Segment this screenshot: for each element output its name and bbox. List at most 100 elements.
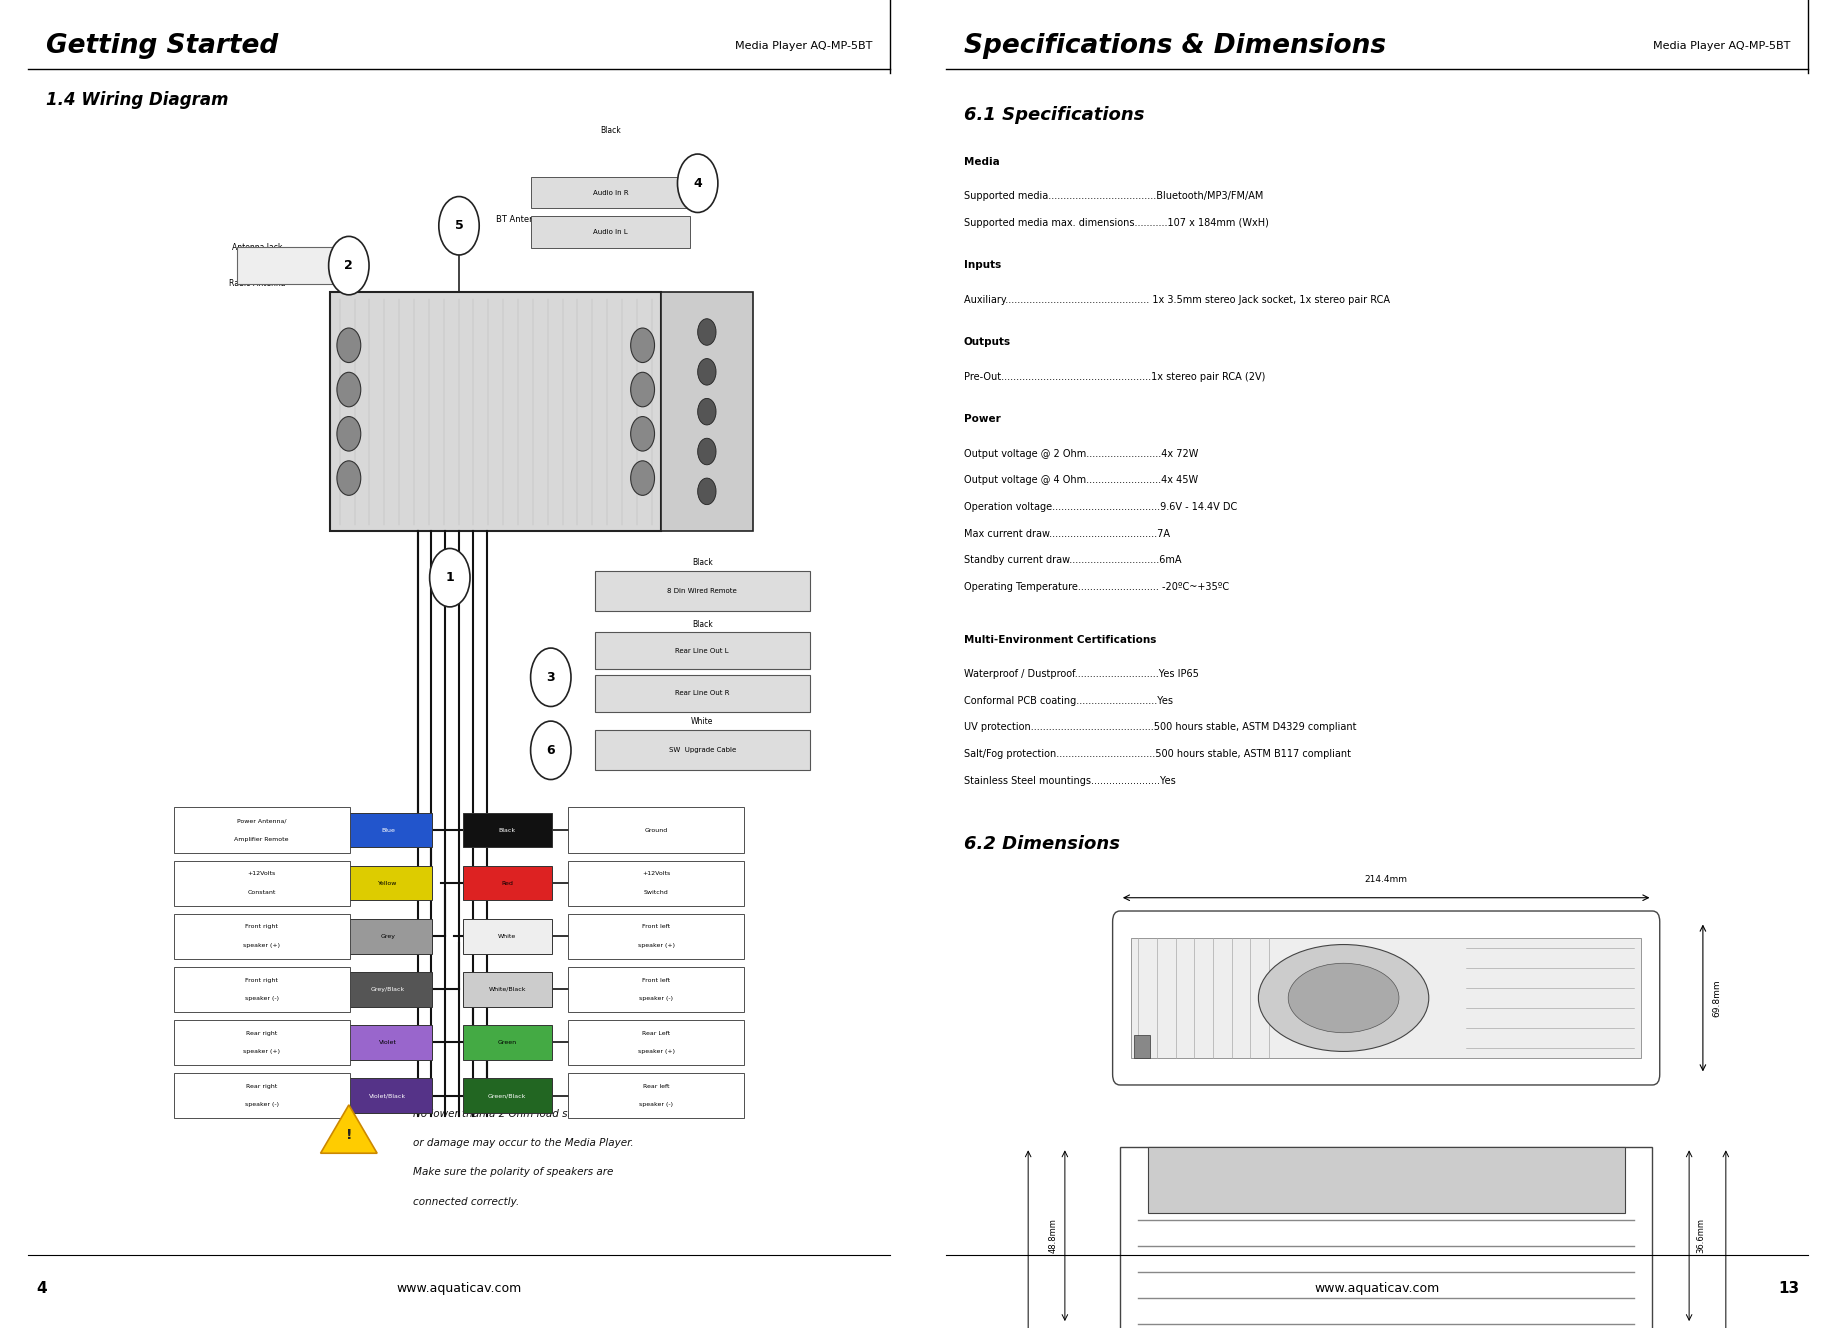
Text: Yellow: Yellow: [378, 880, 398, 886]
Text: speaker (+): speaker (+): [637, 943, 676, 948]
Text: Media: Media: [964, 157, 999, 167]
FancyBboxPatch shape: [1131, 938, 1641, 1058]
Ellipse shape: [1289, 963, 1399, 1033]
Text: 1.4 Wiring Diagram: 1.4 Wiring Diagram: [46, 90, 228, 109]
FancyBboxPatch shape: [174, 967, 349, 1012]
Text: Front right: Front right: [246, 977, 277, 983]
Text: Operation voltage....................................9.6V - 14.4V DC: Operation voltage.......................…: [964, 502, 1237, 513]
Text: Power: Power: [964, 414, 1001, 425]
Text: Operating Temperature........................... -20ºC~+35ºC: Operating Temperature...................…: [964, 582, 1228, 592]
Text: 4: 4: [694, 177, 701, 190]
Text: Audio In R: Audio In R: [593, 190, 628, 195]
Circle shape: [338, 372, 362, 406]
FancyBboxPatch shape: [661, 292, 753, 531]
Text: 36.6mm: 36.6mm: [1696, 1218, 1706, 1254]
FancyBboxPatch shape: [1135, 1035, 1149, 1058]
Text: Grey: Grey: [380, 934, 395, 939]
Text: White: White: [498, 934, 516, 939]
Text: Audio In L: Audio In L: [593, 230, 628, 235]
Text: BT Antenna: BT Antenna: [496, 215, 545, 223]
Text: Rear Line Out L: Rear Line Out L: [676, 648, 729, 653]
Circle shape: [632, 372, 654, 406]
Text: speaker (-): speaker (-): [244, 996, 279, 1001]
Circle shape: [430, 548, 470, 607]
Text: Rear right: Rear right: [246, 1084, 277, 1089]
Text: Supported media max. dimensions...........107 x 184mm (WxH): Supported media max. dimensions.........…: [964, 218, 1269, 228]
FancyBboxPatch shape: [595, 632, 810, 669]
Text: Radio Antenna: Radio Antenna: [230, 279, 285, 288]
Text: Rear left: Rear left: [643, 1084, 670, 1089]
FancyBboxPatch shape: [531, 216, 690, 248]
Text: 69.8mm: 69.8mm: [1713, 979, 1720, 1017]
Text: No lower than a 2 Ohm load should be used: No lower than a 2 Ohm load should be use…: [413, 1109, 641, 1120]
FancyBboxPatch shape: [569, 807, 745, 853]
Text: White: White: [690, 717, 714, 726]
FancyBboxPatch shape: [569, 914, 745, 959]
Text: Antenna Jack: Antenna Jack: [231, 243, 283, 252]
Text: Make sure the polarity of speakers are: Make sure the polarity of speakers are: [413, 1167, 613, 1178]
Text: Salt/Fog protection.................................500 hours stable, ASTM B117 : Salt/Fog protection.....................…: [964, 749, 1351, 760]
Text: !: !: [345, 1129, 353, 1142]
Text: speaker (-): speaker (-): [639, 996, 674, 1001]
Text: Outputs: Outputs: [964, 337, 1012, 348]
Circle shape: [338, 417, 362, 452]
Text: Specifications & Dimensions: Specifications & Dimensions: [964, 33, 1386, 60]
FancyBboxPatch shape: [463, 972, 551, 1007]
Text: Media Player AQ-MP-5BT: Media Player AQ-MP-5BT: [1652, 41, 1790, 52]
Text: or damage may occur to the Media Player.: or damage may occur to the Media Player.: [413, 1138, 633, 1149]
Text: Green/Black: Green/Black: [488, 1093, 527, 1098]
Text: www.aquaticav.com: www.aquaticav.com: [1315, 1282, 1439, 1295]
Text: speaker (+): speaker (+): [242, 943, 281, 948]
FancyBboxPatch shape: [174, 1020, 349, 1065]
Circle shape: [698, 398, 716, 425]
Text: Media Player AQ-MP-5BT: Media Player AQ-MP-5BT: [734, 41, 872, 52]
Text: Pre-Out..................................................1x stereo pair RCA (2V): Pre-Out.................................…: [964, 372, 1265, 382]
FancyBboxPatch shape: [343, 919, 433, 954]
Text: 214.4mm: 214.4mm: [1364, 875, 1408, 884]
Text: Front left: Front left: [643, 977, 670, 983]
Text: Switchd: Switchd: [644, 890, 668, 895]
Text: +12Volts: +12Volts: [248, 871, 275, 876]
Text: 6.1 Specifications: 6.1 Specifications: [964, 106, 1144, 125]
Circle shape: [698, 359, 716, 385]
Text: 5: 5: [455, 219, 463, 232]
FancyBboxPatch shape: [595, 571, 810, 611]
Circle shape: [677, 154, 718, 212]
Text: Ground: Ground: [644, 827, 668, 833]
FancyBboxPatch shape: [343, 1078, 433, 1113]
Circle shape: [632, 328, 654, 363]
FancyBboxPatch shape: [343, 1025, 433, 1060]
Circle shape: [338, 461, 362, 495]
Text: Standby current draw..............................6mA: Standby current draw....................…: [964, 555, 1181, 566]
Text: SW: SW: [606, 733, 619, 741]
FancyBboxPatch shape: [595, 730, 810, 770]
FancyBboxPatch shape: [174, 1073, 349, 1118]
Text: 4: 4: [37, 1280, 48, 1296]
Text: +12Volts: +12Volts: [643, 871, 670, 876]
Text: Black: Black: [499, 827, 516, 833]
Text: Black: Black: [692, 620, 712, 629]
Text: Rear Line Out R: Rear Line Out R: [676, 691, 729, 696]
Text: Amplifier Remote: Amplifier Remote: [235, 837, 288, 842]
Text: Supported media....................................Bluetooth/MP3/FM/AM: Supported media.........................…: [964, 191, 1263, 202]
Text: 8 Din Wired Remote: 8 Din Wired Remote: [668, 588, 736, 594]
FancyBboxPatch shape: [330, 292, 661, 531]
Circle shape: [632, 417, 654, 452]
Circle shape: [531, 648, 571, 706]
Circle shape: [698, 319, 716, 345]
Text: Red: Red: [501, 880, 512, 886]
Text: Green: Green: [498, 1040, 516, 1045]
Text: Blue: Blue: [380, 827, 395, 833]
FancyBboxPatch shape: [569, 1073, 745, 1118]
Circle shape: [698, 478, 716, 505]
FancyBboxPatch shape: [569, 1020, 745, 1065]
Text: Getting Started: Getting Started: [46, 33, 277, 60]
Polygon shape: [321, 1105, 376, 1153]
Circle shape: [698, 438, 716, 465]
FancyBboxPatch shape: [174, 807, 349, 853]
FancyBboxPatch shape: [343, 972, 433, 1007]
Text: 1: 1: [446, 571, 453, 584]
Text: Inputs: Inputs: [964, 260, 1001, 271]
Text: UV protection.........................................500 hours stable, ASTM D43: UV protection...........................…: [964, 722, 1357, 733]
FancyBboxPatch shape: [174, 861, 349, 906]
